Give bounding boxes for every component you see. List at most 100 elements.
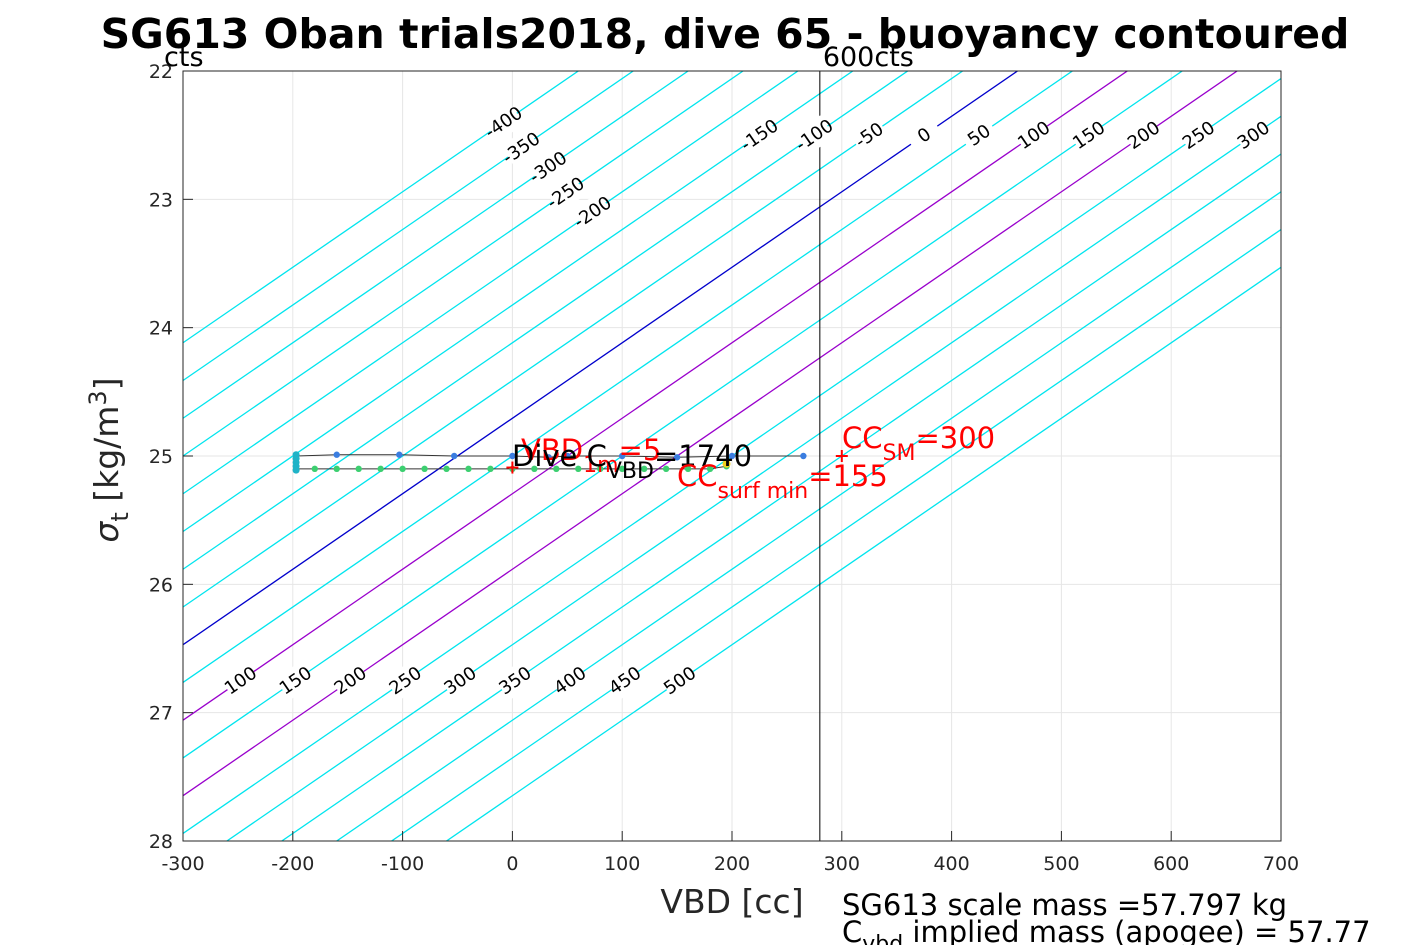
annotation-markers [506, 450, 848, 474]
series-point [597, 465, 604, 473]
series-point [377, 465, 384, 473]
implied-mass-rest: implied mass (apogee) = 57.77 [903, 915, 1370, 945]
vbd-1m-annotation: VBD1m=5 [521, 433, 661, 478]
series-point [355, 465, 362, 473]
contour-line [183, 71, 909, 571]
contour-line [183, 71, 580, 344]
series-cluster-point [292, 466, 300, 474]
series-point [640, 465, 648, 473]
y-axis-label-sigma: σ [87, 521, 126, 543]
x-tick-label: 500 [1043, 853, 1079, 875]
x-tick-label: 200 [714, 853, 750, 875]
series-point [333, 465, 340, 473]
series-point [509, 452, 516, 460]
series-point [728, 452, 736, 460]
series-point [399, 465, 406, 473]
cc-surf-min-annotation: CCsurf min=155 [677, 459, 888, 504]
series-point [662, 465, 670, 473]
y-tick-label: 24 [149, 318, 173, 340]
contour-label-bg [329, 660, 371, 701]
contour-line [390, 228, 1281, 841]
series-point [487, 465, 494, 473]
contour-line [183, 71, 800, 495]
series-point [443, 465, 450, 473]
series-point [553, 465, 560, 473]
x-axis-ticks: -300 -200 -100 0 100 200 300 400 500 600 700 [161, 831, 1299, 875]
contour-label-bg [1013, 115, 1055, 155]
contour-label-bg [549, 660, 591, 701]
x-tick-label: 300 [824, 853, 860, 875]
y-tick-label: 28 [149, 831, 173, 853]
cc-sm-value: =300 [915, 421, 995, 455]
y-axis-ticks: 22 23 24 25 26 27 28 [149, 61, 193, 853]
chart-title: SG613 Oban trials2018, dive 65 - buoyanc… [101, 10, 1350, 58]
series-point [311, 465, 318, 473]
x-tick-label: 100 [604, 853, 640, 875]
x-tick-label: 700 [1263, 853, 1299, 875]
y-axis-label: σt [kg/m3] [84, 377, 134, 542]
vbd-1m-value: =5 [619, 433, 662, 467]
contour-line [183, 71, 690, 420]
contour-label-bg [903, 115, 945, 155]
series-point [673, 454, 681, 461]
y-axis-label-sub: t [106, 512, 134, 521]
cc-sm-annotation: CCSM=300 [842, 421, 995, 466]
y-axis-label-unit: [kg/m [87, 406, 126, 513]
x-tick-label: -300 [161, 853, 204, 875]
contour-label-bg [738, 115, 780, 155]
c-vbd-sub: VBD [607, 459, 654, 484]
cc-sm-sub: SM [883, 441, 916, 466]
series-point [396, 451, 403, 458]
series-point [451, 452, 458, 460]
contour-label-bg [1123, 115, 1165, 155]
contour-label-bg [659, 660, 701, 701]
contour-label-bg [604, 660, 646, 701]
count-line-label: cts [164, 42, 204, 73]
count-line-labels: 600cts cts [164, 42, 914, 73]
contour-line [183, 71, 854, 533]
y-tick-label: 23 [149, 189, 173, 211]
c-vbd-annotation: Dive CVBD=1740 [512, 439, 752, 484]
contour-label-bg [1068, 115, 1110, 155]
cc-surf-min-sub: surf min [718, 479, 809, 504]
series-point [800, 452, 807, 460]
x-tick-label: 400 [933, 853, 969, 875]
c-vbd-value: =1740 [654, 439, 752, 473]
contour-label-bg [1178, 115, 1220, 155]
contour-label-bg [572, 192, 614, 232]
y-tick-label: 22 [149, 61, 173, 83]
series-point [545, 454, 552, 461]
x-tick-label: -100 [381, 853, 424, 875]
contour-label-bg [494, 660, 536, 701]
y-tick-label: 27 [149, 703, 173, 725]
implied-mass-sub: vbd [862, 932, 903, 945]
contour-label-bg [439, 660, 481, 701]
data-series [292, 451, 807, 474]
series-point [706, 465, 714, 473]
series-point [619, 465, 626, 473]
contour-label-bg [500, 128, 542, 168]
series-point [421, 465, 428, 473]
contour-label-bg [384, 660, 426, 701]
scale-mass-note: SG613 scale mass =57.797 kg [842, 888, 1287, 922]
series-point [531, 465, 538, 473]
series-point [684, 465, 692, 473]
cc-surf-min-main: CC [677, 459, 718, 493]
contour-label-bg [483, 102, 525, 143]
y-axis-label-close: ] [87, 377, 126, 390]
contour-line [183, 71, 635, 382]
contour-label-bg [1233, 115, 1275, 155]
contour-line [445, 266, 1281, 841]
c-vbd-main: Dive C [512, 439, 607, 473]
vbd-1m-main: VBD [521, 433, 583, 467]
series-point [619, 452, 626, 460]
contour-label-bg [958, 115, 1000, 155]
x-tick-label: 600 [1153, 853, 1189, 875]
y-axis-label-exp: 3 [84, 390, 112, 405]
contour-line [183, 71, 964, 608]
x-tick-label: -200 [271, 853, 314, 875]
contour-label-bg [793, 115, 835, 155]
implied-mass-main: C [842, 915, 862, 945]
vbd-1m-sub: 1m [583, 453, 618, 478]
